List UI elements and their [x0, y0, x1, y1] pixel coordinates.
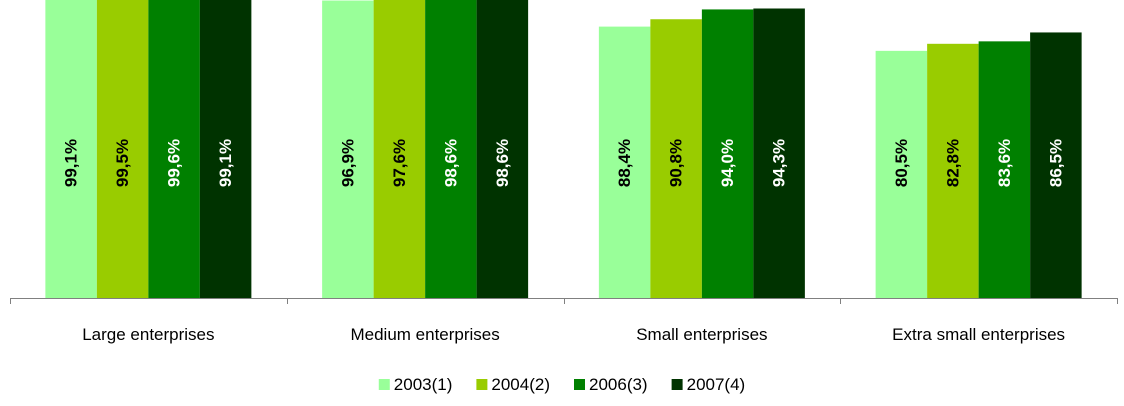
bar-2-1 — [322, 0, 374, 299]
bar-value-label: 86,5% — [1046, 139, 1065, 187]
bar-value-label: 97,6% — [390, 139, 409, 187]
legend-swatch — [378, 379, 390, 390]
bar-3-1 — [598, 26, 651, 298]
bar-value-label: 98,6% — [493, 139, 512, 187]
bar-2-4 — [476, 0, 529, 298]
bar-3-3 — [701, 9, 754, 298]
bar-value-label: 99,6% — [165, 139, 184, 187]
category-label: Extra small enterprises — [892, 325, 1065, 344]
legend-swatch — [671, 379, 683, 390]
bar-2-2 — [373, 0, 426, 298]
bar-2-3 — [425, 0, 477, 298]
bar-4-4 — [1030, 32, 1082, 298]
bar-value-label: 82,8% — [943, 139, 962, 187]
x-axis: Large enterprises Medium enterprises Small… — [10, 298, 1118, 344]
bar-value-label: 80,5% — [892, 139, 911, 187]
bar-3-2 — [650, 19, 702, 299]
bar-1-1 — [45, 0, 97, 298]
bars-layer — [45, 0, 1082, 299]
bar-3-4 — [753, 8, 805, 299]
category-label: Large enterprises — [82, 325, 214, 344]
bar-value-label: 83,6% — [995, 139, 1014, 187]
bar-1-2 — [96, 0, 149, 298]
bar-value-label: 99,1% — [62, 139, 81, 187]
legend-swatch — [574, 379, 585, 390]
bar-1-3 — [148, 0, 200, 299]
category-label: Small enterprises — [636, 325, 767, 344]
bar-4-3 — [978, 41, 1031, 299]
legend: 2003(1) 2004(2) 2006(3) 2007(4) — [378, 375, 746, 394]
bar-value-label: 98,6% — [441, 139, 460, 187]
legend-label: 2006(3) — [589, 375, 648, 394]
legend-swatch — [476, 379, 488, 390]
bar-value-label: 99,5% — [113, 139, 132, 187]
bar-value-label: 88,4% — [615, 139, 634, 187]
bar-4-2 — [927, 43, 979, 298]
bar-1-4 — [199, 0, 252, 298]
bar-4-1 — [875, 50, 928, 298]
legend-label: 2003(1) — [394, 375, 453, 394]
bar-value-label: 94,3% — [770, 139, 789, 187]
bar-value-label: 96,9% — [338, 139, 357, 187]
legend-label: 2004(2) — [491, 375, 550, 394]
bar-value-label: 99,1% — [216, 139, 235, 187]
bar-value-label: 94,0% — [718, 139, 737, 187]
legend-label: 2007(4) — [687, 375, 746, 394]
category-label: Medium enterprises — [350, 325, 499, 344]
bar-labels-layer: 99,1% 99,5% 99,6% 99,1% 96,9% 97,6% 98,6% 98,6%… — [62, 139, 1066, 187]
bar-value-label: 90,8% — [667, 139, 686, 187]
